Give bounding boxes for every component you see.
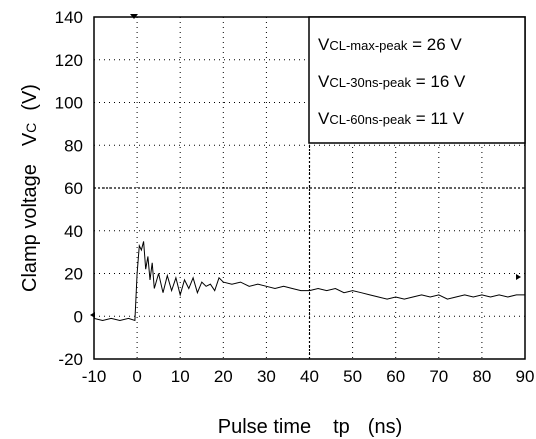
- y-tick-label-4: 60: [64, 179, 83, 198]
- trigger-marker-top: [130, 14, 138, 19]
- x-tick-label-5: 40: [300, 367, 319, 386]
- y-tick-label-3: 40: [64, 222, 83, 241]
- y-tick-label-2: 20: [64, 265, 83, 284]
- y-tick-labels: -20 0 20 40 60 80 100 120 140: [55, 8, 83, 369]
- y-axis-title: Clamp voltageVC(V): [19, 84, 41, 292]
- x-tick-label-1: 0: [132, 367, 141, 386]
- y-tick-label-7: 120: [55, 51, 83, 70]
- x-tick-label-10: 90: [516, 367, 535, 386]
- x-tick-label-0: -10: [82, 367, 107, 386]
- x-tick-label-2: 10: [171, 367, 190, 386]
- x-tick-label-4: 30: [257, 367, 276, 386]
- level-marker-right: [516, 274, 521, 280]
- x-tick-label-7: 60: [386, 367, 405, 386]
- trigger-markers: [90, 14, 521, 318]
- annotation-box-frame: [308, 16, 526, 144]
- annotation-box: VCL-max-peak = 26 V VCL-30ns-peak = 16 V…: [308, 16, 526, 144]
- y-tick-label-0: -20: [58, 350, 83, 369]
- x-tick-label-3: 20: [214, 367, 233, 386]
- annotation-30ns-peak: VCL-30ns-peak = 16 V: [318, 72, 466, 91]
- x-axis-title: Pulse time tp (ns): [218, 416, 403, 438]
- y-tick-label-8: 140: [55, 8, 83, 27]
- x-tick-labels: -10 0 10 20 30 40 50 60 70 80 90: [82, 367, 535, 386]
- y-tick-label-5: 80: [64, 136, 83, 155]
- x-tick-label-6: 50: [343, 367, 362, 386]
- x-tick-label-9: 80: [472, 367, 491, 386]
- y-tick-label-6: 100: [55, 94, 83, 113]
- y-tick-label-1: 0: [74, 307, 83, 326]
- level-marker-left: [90, 312, 95, 318]
- annotation-60ns-peak: VCL-60ns-peak = 11 V: [318, 109, 465, 128]
- clamp-voltage-trace: [93, 241, 525, 322]
- annotation-max-peak: VCL-max-peak = 26 V: [318, 35, 462, 54]
- x-tick-label-8: 70: [429, 367, 448, 386]
